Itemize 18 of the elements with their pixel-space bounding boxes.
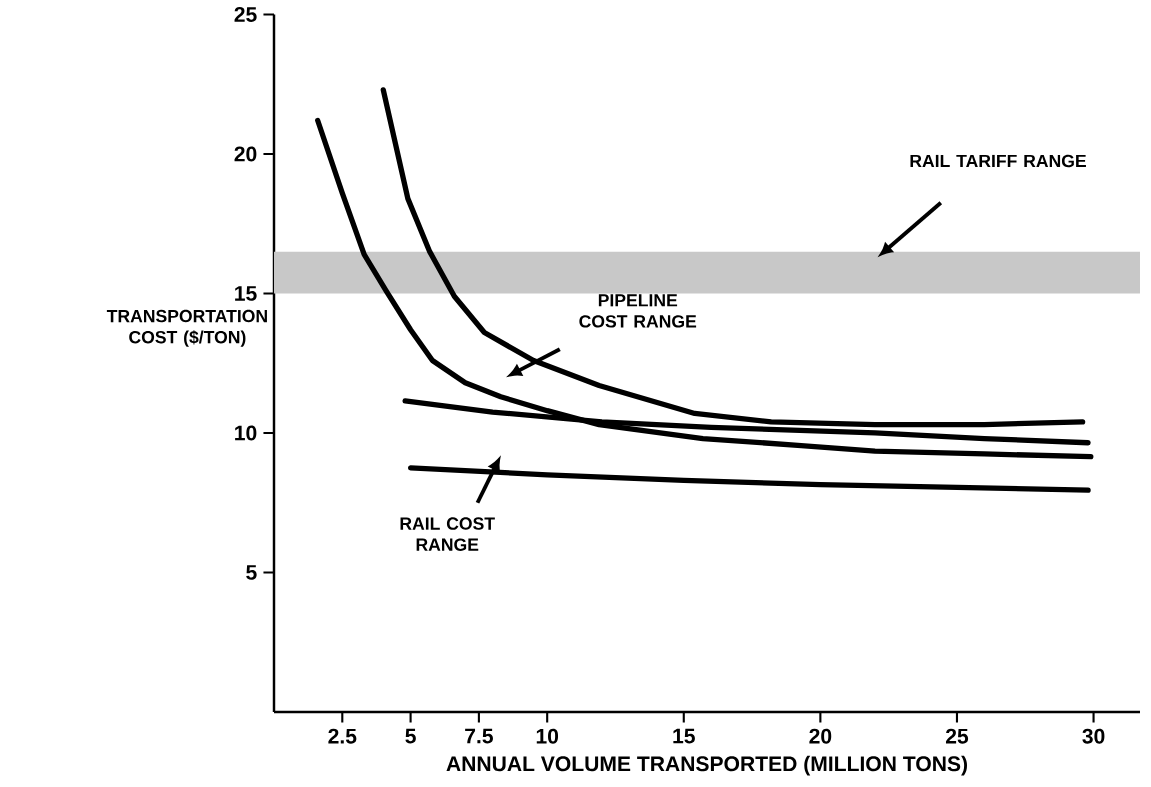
x-tick-label: 10 — [536, 728, 559, 744]
y-tick-label: 20 — [234, 146, 257, 162]
x-tick-label: 2.5 — [328, 728, 357, 744]
x-tick-label: 25 — [945, 728, 969, 744]
x-tick-label: 20 — [809, 728, 832, 744]
x-axis-title: ANNUAL VOLUME TRANSPORTED (MILLION TONS) — [446, 755, 968, 776]
x-tick-label: 5 — [405, 728, 416, 744]
y-axis-title: TRANSPORTATION COST ($/TON) — [106, 309, 267, 347]
annotation: RAIL TARIFF RANGE — [910, 154, 1086, 168]
annotation: RAIL COST RANGE — [400, 517, 495, 551]
x-tick-label: 15 — [673, 728, 695, 744]
y-tick-label: 10 — [235, 425, 257, 441]
y-tick-label: 15 — [235, 286, 257, 301]
y-tick-label: 5 — [246, 565, 257, 580]
y-tick-label: 25 — [234, 7, 257, 22]
x-tick-label: 30 — [1082, 728, 1105, 744]
annotation: PIPELINE COST RANGE — [579, 294, 697, 328]
x-tick-label: 7.5 — [465, 728, 493, 744]
